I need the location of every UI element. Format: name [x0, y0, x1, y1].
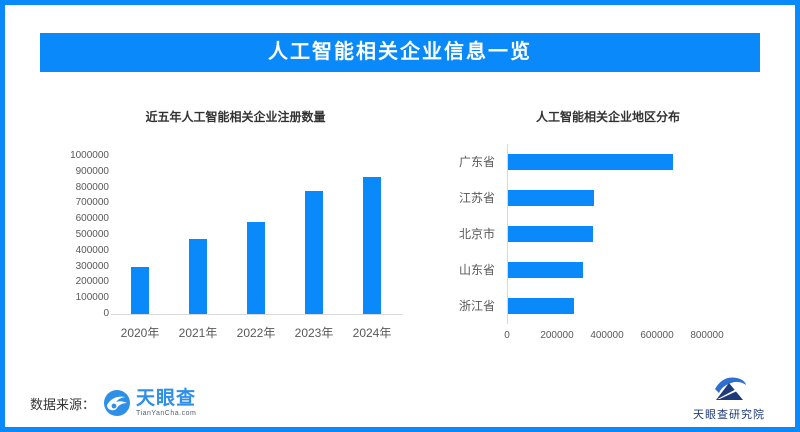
bar-2024年: [363, 176, 381, 314]
region-label-江苏省: 江苏省: [459, 191, 496, 205]
x-axis-line: [111, 314, 403, 315]
x-tick-label: 2021年: [178, 326, 218, 340]
region-label-山东省: 山东省: [459, 263, 496, 277]
bar-山东省: [508, 262, 583, 278]
y-tick-label: 100000: [75, 292, 109, 304]
y-tick-label: 700000: [75, 197, 109, 209]
registration-bar-chart: 0 100000 200000 300000 400000 500000 600000 700…: [63, 148, 408, 368]
region-chart-card: 人工智能相关企业地区分布 广东省江苏省北京市山东省浙江省 0 200000 4000…: [443, 108, 773, 350]
bar-广东省: [508, 154, 673, 170]
region-chart-title: 人工智能相关企业地区分布: [535, 110, 680, 124]
x-tick-label: 400000: [590, 330, 624, 341]
institute-name: 天眼查研究院: [693, 409, 765, 421]
y-tick-label: 200000: [75, 276, 109, 288]
tianyancha-logo: 天眼查 TianYanCha.com: [103, 389, 196, 417]
x-tick-label: 800000: [690, 330, 724, 341]
bar-2021年: [189, 238, 207, 314]
x-tick-label: 2024年: [352, 326, 392, 340]
x-tick-label: 2022年: [236, 326, 276, 340]
data-source-label: 数据来源：: [30, 396, 96, 412]
bar-北京市: [508, 226, 593, 242]
x-tick-label: 2023年: [294, 326, 334, 340]
region-axis-labels: 广东省江苏省北京市山东省浙江省: [443, 144, 507, 350]
region-label-浙江省: 浙江省: [459, 299, 496, 313]
x-tick-label: 0: [504, 330, 510, 341]
y-tick-label: 1000000: [70, 150, 109, 161]
y-tick-label: 600000: [75, 213, 109, 225]
x-tick-label: 200000: [540, 330, 574, 341]
bar-2023年: [305, 190, 323, 314]
y-tick-label: 0: [103, 308, 109, 319]
region-label-北京市: 北京市: [459, 227, 496, 241]
y-tick-label: 300000: [75, 260, 109, 272]
y-tick-label: 900000: [75, 165, 109, 177]
page-title: 人工智能相关企业信息一览: [40, 33, 760, 72]
region-label-广东省: 广东省: [459, 155, 496, 169]
institute-logo-block: 天眼查研究院: [693, 373, 765, 422]
x-tick-label: 2020年: [120, 326, 160, 340]
y-tick-label: 800000: [75, 181, 109, 193]
data-source: 数据来源： 天眼查 TianYanCha.com: [30, 389, 196, 417]
tianyancha-eye-icon: [104, 390, 131, 416]
bar-浙江省: [508, 298, 575, 314]
y-tick-label: 500000: [75, 229, 109, 240]
bar-江苏省: [508, 190, 595, 206]
tianyancha-logo-subtext: TianYanCha.com: [136, 410, 197, 417]
tianyancha-logo-text: 天眼查: [136, 388, 197, 409]
x-tick-label: 600000: [640, 330, 674, 341]
institute-mountain-icon: [715, 377, 746, 400]
region-x-axis: 0 200000 400000 600000 800000: [504, 330, 773, 350]
registration-chart-title: 近五年人工智能相关企业注册数量: [145, 110, 326, 124]
bar-2022年: [247, 221, 265, 314]
y-tick-label: 400000: [75, 244, 109, 256]
bar-2020年: [131, 266, 149, 314]
region-bar-chart: 广东省江苏省北京市山东省浙江省 0 200000 400000 600000 80000…: [443, 144, 773, 350]
registration-chart-card: 近五年人工智能相关企业注册数量 0 100000 200000 300000 40000…: [63, 108, 408, 368]
region-plot-area: [507, 144, 773, 324]
